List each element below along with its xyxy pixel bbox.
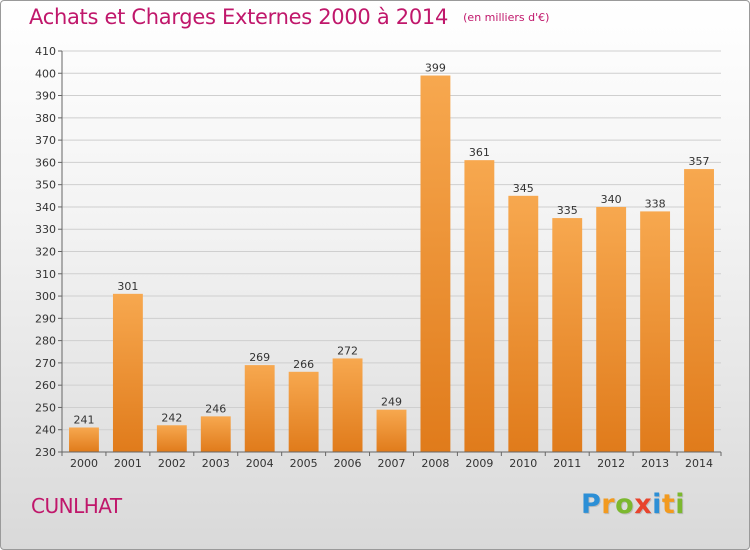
data-label: 249 [381, 396, 402, 409]
y-tick-label: 350 [35, 179, 56, 192]
y-tick-label: 340 [35, 201, 56, 214]
logo-letter: t [661, 489, 676, 520]
bars [69, 75, 714, 453]
logo-letter: i [675, 489, 686, 520]
data-label: 269 [249, 351, 270, 364]
x-tick-label: 2000 [70, 457, 98, 470]
bar [420, 75, 451, 452]
data-label: 241 [73, 413, 94, 426]
bar [112, 293, 143, 452]
bar [156, 425, 187, 452]
x-tick-label: 2009 [465, 457, 493, 470]
city-name: CUNLHAT [31, 494, 122, 518]
data-label: 335 [557, 204, 578, 217]
x-tick-label: 2014 [685, 457, 713, 470]
y-tick-label: 240 [35, 424, 56, 437]
data-label: 345 [513, 182, 534, 195]
bar [508, 195, 539, 453]
y-tick-label: 330 [35, 223, 56, 236]
bar [376, 409, 407, 452]
logo-letter: i [652, 489, 662, 520]
y-tick-label: 360 [35, 156, 56, 169]
x-tick-label: 2013 [641, 457, 669, 470]
x-tick-label: 2010 [509, 457, 537, 470]
data-label: 272 [337, 344, 358, 357]
bar [464, 160, 495, 452]
bar [288, 371, 319, 452]
x-tick-label: 2003 [202, 457, 230, 470]
y-tick-label: 380 [35, 112, 56, 125]
proxiti-logo: Proxiti [581, 489, 685, 520]
chart-title: Achats et Charges Externes 2000 à 2014 [29, 5, 449, 29]
title-row: Achats et Charges Externes 2000 à 2014 (… [29, 5, 549, 29]
x-tick-label: 2011 [553, 457, 581, 470]
x-tick-label: 2005 [290, 457, 318, 470]
data-label: 399 [425, 62, 446, 75]
y-tick-label: 290 [35, 312, 56, 325]
y-tick-label: 400 [35, 67, 56, 80]
y-tick-label: 270 [35, 357, 56, 370]
data-label: 361 [469, 146, 490, 159]
bar [244, 365, 275, 452]
data-label: 340 [601, 193, 622, 206]
x-tick-label: 2008 [421, 457, 449, 470]
chart-subtitle: (en milliers d'€) [463, 11, 550, 24]
x-tick-label: 2002 [158, 457, 186, 470]
y-tick-label: 370 [35, 134, 56, 147]
logo-letter: x [634, 489, 653, 520]
data-label: 301 [117, 280, 138, 293]
y-tick-label: 230 [35, 446, 56, 459]
y-tick-label: 280 [35, 335, 56, 348]
y-tick-label: 390 [35, 90, 56, 103]
x-axis: 2000 2001 2002 2003 2004 2005 2006 2007 2008 2009… [61, 451, 722, 470]
y-tick-label: 260 [35, 379, 56, 392]
y-tick-label: 320 [35, 246, 56, 259]
y-tick-label: 300 [35, 290, 56, 303]
bar [69, 427, 99, 452]
bar [596, 206, 627, 452]
bar [200, 416, 231, 452]
logo-letter: P [581, 489, 602, 520]
x-tick-label: 2006 [334, 457, 362, 470]
x-tick-label: 2012 [597, 457, 625, 470]
y-tick-label: 410 [35, 45, 56, 58]
logo-letter: r [601, 489, 616, 520]
logo-letter: o [615, 489, 635, 520]
x-tick-label: 2001 [114, 457, 142, 470]
bar [640, 211, 671, 452]
y-tick-label: 250 [35, 401, 56, 414]
y-tick-label: 310 [35, 268, 56, 281]
data-label: 266 [293, 358, 314, 371]
bar [684, 169, 714, 453]
data-label: 242 [161, 411, 182, 424]
data-label: 246 [205, 402, 226, 415]
data-label: 357 [689, 155, 710, 168]
x-tick-label: 2007 [378, 457, 406, 470]
x-tick-label: 2004 [246, 457, 274, 470]
y-axis: 230 240 250 260 270 280 290 300 310 320 330 340 350 3… [35, 45, 63, 459]
data-labels: 241 301 242 246 269 266 272 249 399 361 345 335 340 3… [73, 62, 709, 427]
data-label: 338 [645, 197, 666, 210]
bar [332, 358, 363, 452]
bar [552, 218, 583, 452]
